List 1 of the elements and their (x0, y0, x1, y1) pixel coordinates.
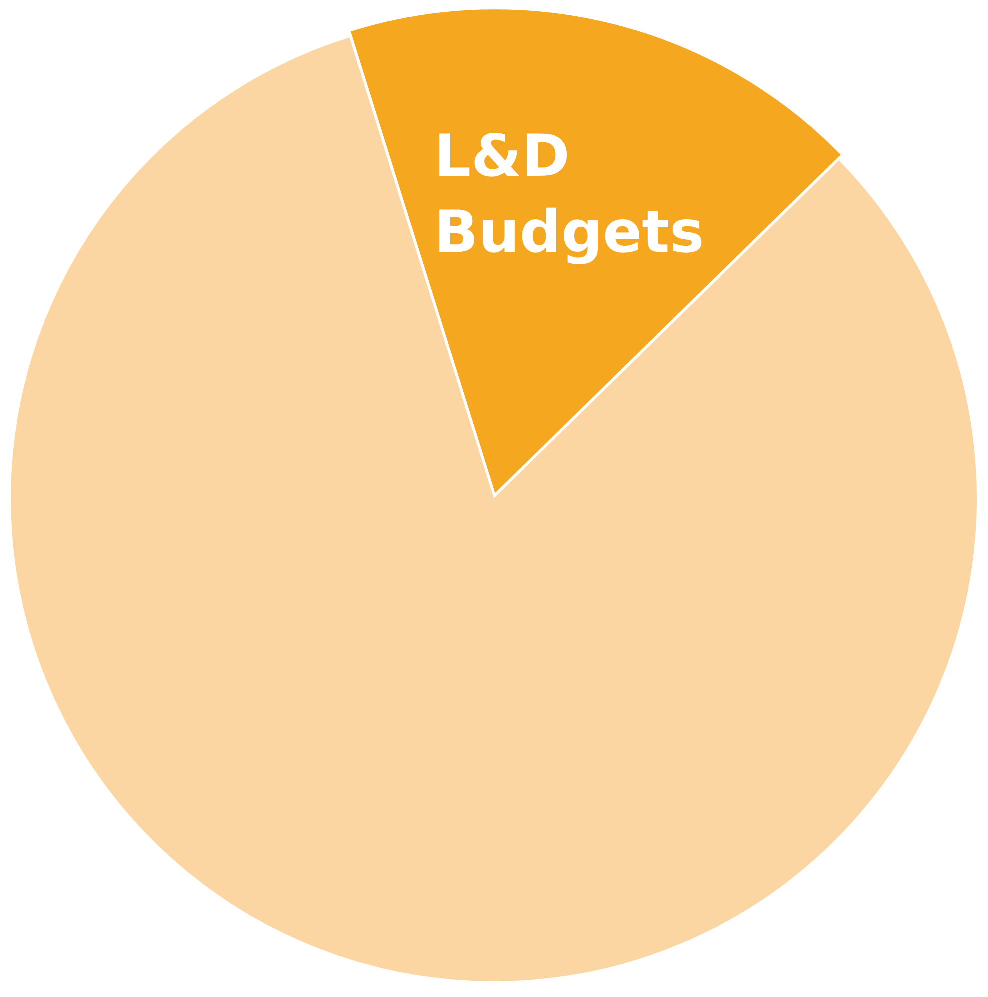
slice-label: L&D Budgets (434, 122, 704, 266)
